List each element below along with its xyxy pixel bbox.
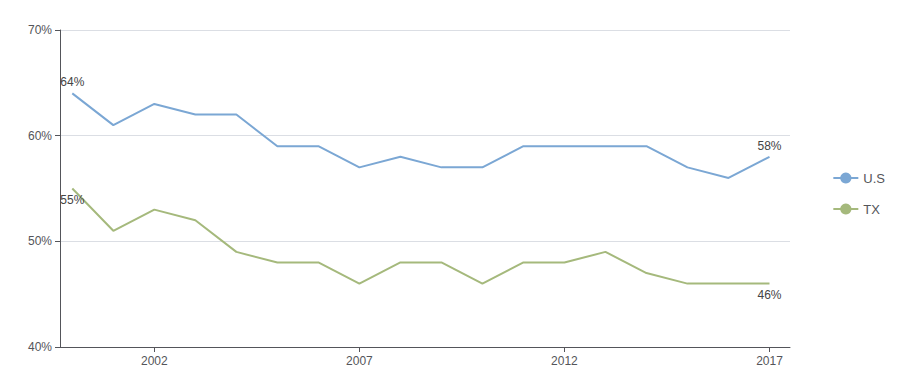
svg-text:60%: 60%	[28, 129, 52, 143]
svg-text:70%: 70%	[28, 23, 52, 37]
svg-text:TX: TX	[863, 202, 880, 217]
svg-text:2017: 2017	[756, 354, 783, 368]
svg-text:46%: 46%	[757, 288, 781, 302]
svg-text:2012: 2012	[551, 354, 578, 368]
svg-text:55%: 55%	[60, 193, 84, 207]
svg-text:64%: 64%	[60, 75, 84, 89]
svg-text:58%: 58%	[757, 139, 781, 153]
svg-text:50%: 50%	[28, 234, 52, 248]
svg-text:2007: 2007	[346, 354, 373, 368]
svg-text:40%: 40%	[28, 340, 52, 354]
svg-text:2002: 2002	[141, 354, 168, 368]
svg-text:U.S: U.S	[863, 171, 885, 186]
